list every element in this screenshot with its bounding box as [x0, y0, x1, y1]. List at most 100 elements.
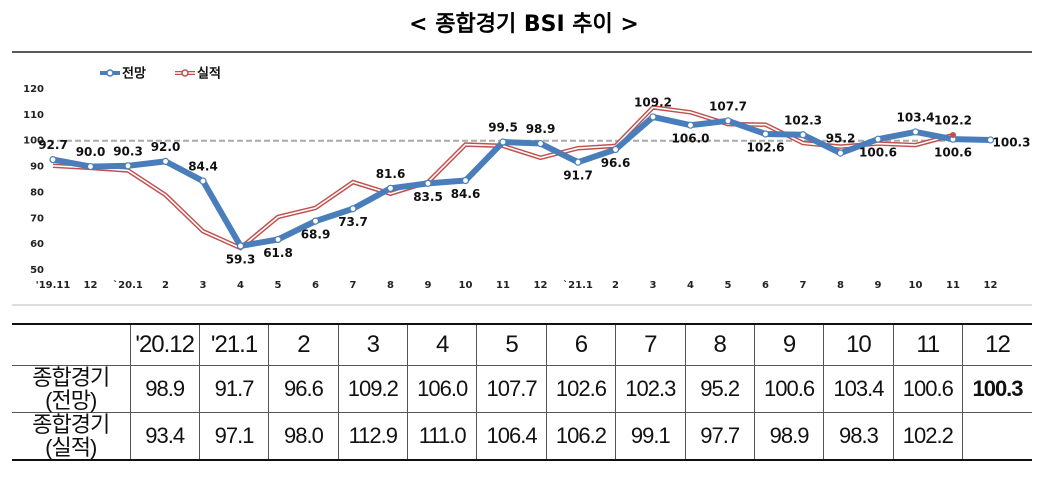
- y-tick-label: 90: [30, 162, 44, 173]
- data-label: 73.7: [338, 215, 368, 229]
- x-tick-label: 4: [687, 280, 694, 291]
- point: [124, 162, 132, 170]
- point: [836, 149, 845, 157]
- legend-label: 실적: [197, 66, 221, 82]
- legend-marker: [106, 69, 114, 77]
- legend-marker: [181, 69, 189, 77]
- data-label: 68.9: [301, 228, 331, 242]
- data-label: 107.7: [709, 99, 747, 113]
- x-tick-label: `20.1: [113, 279, 143, 291]
- data-label: 92.7: [38, 138, 68, 152]
- table-row: 종합경기 (전망) 98.9 91.7 96.6 109.2 106.0 107.7 102.…: [12, 365, 1032, 413]
- header-cell: 9: [753, 323, 825, 366]
- cell: 102.3: [615, 365, 686, 413]
- cell: 98.9: [753, 412, 825, 461]
- point: [424, 179, 432, 187]
- cell: 100.3: [962, 365, 1032, 413]
- x-tick-label: `21.1: [563, 279, 593, 291]
- header-cell: 4: [406, 323, 478, 366]
- header-cell: 10: [823, 323, 894, 366]
- cell: 112.9: [337, 412, 409, 461]
- data-table: '20.12'21.1 2 3 4 5 6 7 8 9 10 11 12 종합경기 (전망) 98.9 91…: [12, 323, 1032, 461]
- y-tick-label: 80: [30, 187, 44, 198]
- legend-label: 전망: [122, 66, 146, 82]
- corner-cell: [12, 323, 131, 366]
- data-label: 83.5: [413, 190, 443, 204]
- x-tick-label: '19.11: [36, 280, 71, 291]
- header-cell: '21.1: [198, 323, 270, 366]
- cell: 98.0: [268, 412, 339, 461]
- y-tick-label: 50: [30, 265, 44, 276]
- data-label: 100.6: [934, 146, 972, 160]
- cell: 102.6: [545, 365, 617, 413]
- x-tick-label: 12: [984, 280, 998, 291]
- x-tick-label: 7: [350, 280, 357, 291]
- y-tick-label: 100: [23, 136, 44, 147]
- cell: 98.3: [823, 412, 894, 461]
- chart: < 종합경기 BSI 추이 > 50 60 70 80 90 100 110 120 '19.1…: [12, 11, 1032, 306]
- x-tick-label: 12: [84, 280, 98, 291]
- y-tick-label: 120: [23, 84, 44, 95]
- y-tick-label: 70: [30, 213, 44, 224]
- cell: 100.6: [892, 365, 964, 413]
- point: [799, 131, 807, 139]
- point: [236, 242, 245, 250]
- point: [86, 162, 95, 171]
- point: [386, 184, 395, 192]
- data-label: 102.6: [747, 140, 785, 154]
- x-tick-label: 6: [312, 280, 319, 291]
- cell: 98.9: [129, 365, 200, 413]
- x-tick-label: 5: [725, 280, 732, 291]
- point: [724, 117, 732, 125]
- point: [611, 145, 620, 154]
- data-label: 90.0: [76, 145, 106, 159]
- x-tick-label: 2: [612, 280, 619, 291]
- data-label: 84.6: [451, 187, 481, 201]
- data-label: 98.9: [526, 122, 556, 136]
- header-cell: 7: [615, 323, 686, 366]
- data-label: 106.0: [672, 132, 710, 146]
- point: [950, 132, 956, 139]
- x-tick-label: 9: [875, 280, 882, 291]
- data-label: 95.2: [826, 132, 856, 146]
- y-tick-label: 110: [23, 110, 44, 121]
- point: [461, 176, 470, 185]
- data-label: 103.4: [897, 110, 935, 124]
- header-cell: 3: [337, 323, 409, 366]
- point: [274, 235, 282, 244]
- cell: 91.7: [198, 365, 270, 413]
- data-label: 100.3: [993, 135, 1031, 149]
- x-tick-label: 6: [762, 280, 769, 291]
- point: [161, 157, 170, 165]
- cell: 103.4: [823, 365, 894, 413]
- x-tick-label: 11: [946, 280, 960, 291]
- cell: 106.0: [406, 365, 478, 413]
- data-label: 99.5: [488, 121, 518, 135]
- cell: 100.6: [753, 365, 825, 413]
- x-tick-label: 4: [237, 280, 244, 291]
- point: [761, 130, 770, 138]
- cell: 107.7: [476, 365, 547, 413]
- data-label: 61.8: [263, 246, 293, 260]
- point: [349, 205, 357, 213]
- cell: 93.4: [129, 412, 200, 461]
- header-cell: '20.12: [129, 323, 200, 366]
- row-label: 종합경기 (전망): [12, 365, 131, 413]
- point: [311, 217, 320, 225]
- header-cell: 11: [892, 323, 964, 366]
- header-cell: 8: [684, 323, 755, 366]
- x-tick-label: 8: [837, 280, 844, 291]
- x-tick-label: 9: [425, 280, 432, 291]
- x-tick-label: 10: [459, 280, 473, 291]
- chart-title: < 종합경기 BSI 추이 >: [409, 11, 639, 37]
- cell: 102.2: [892, 412, 964, 461]
- cell: 109.2: [337, 365, 409, 413]
- cell: 99.1: [615, 412, 686, 461]
- x-tick-label: 7: [800, 280, 807, 291]
- row-label: 종합경기 (실적): [12, 412, 131, 461]
- cell: 95.2: [684, 365, 755, 413]
- data-label: 96.6: [601, 156, 631, 170]
- point: [536, 139, 545, 148]
- point: [986, 136, 995, 144]
